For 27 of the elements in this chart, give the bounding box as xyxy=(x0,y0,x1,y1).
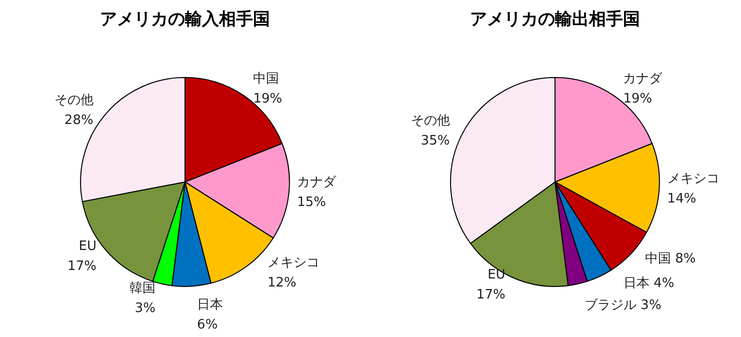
data-label: 19% xyxy=(623,91,652,106)
data-label: 17% xyxy=(68,258,96,274)
slice-label: 日本 xyxy=(197,297,224,312)
slice-label: カナダ xyxy=(297,175,338,190)
data-label: 12% xyxy=(267,275,296,290)
data-label: 15% xyxy=(297,195,326,210)
slice-label: 日本 4% xyxy=(623,276,674,292)
slice-label: 中国 xyxy=(253,71,280,86)
chart-title: アメリカの輸出相手国 xyxy=(470,10,640,30)
slice-label: ブラジル 3% xyxy=(584,298,662,314)
chart-title: アメリカの輸入相手国 xyxy=(100,10,270,30)
data-label: 28% xyxy=(64,112,94,128)
slice-label: 韓国 xyxy=(129,280,156,296)
data-label: 6% xyxy=(197,317,218,332)
data-label: 3% xyxy=(134,300,156,316)
data-label: 19% xyxy=(253,91,282,106)
slice-label: 中国 8% xyxy=(644,251,696,266)
slice-label: EU xyxy=(488,268,506,283)
data-label: 17% xyxy=(476,288,506,303)
slice-label: その他 xyxy=(410,113,450,128)
data-label: 14% xyxy=(667,192,696,207)
slice-label: EU xyxy=(78,238,96,254)
slice-label: カナダ xyxy=(623,71,664,86)
slice-label: その他 xyxy=(54,92,94,108)
data-label: 35% xyxy=(420,133,450,148)
slice-label: メキシコ xyxy=(267,255,320,270)
slice-label: メキシコ xyxy=(667,172,720,187)
